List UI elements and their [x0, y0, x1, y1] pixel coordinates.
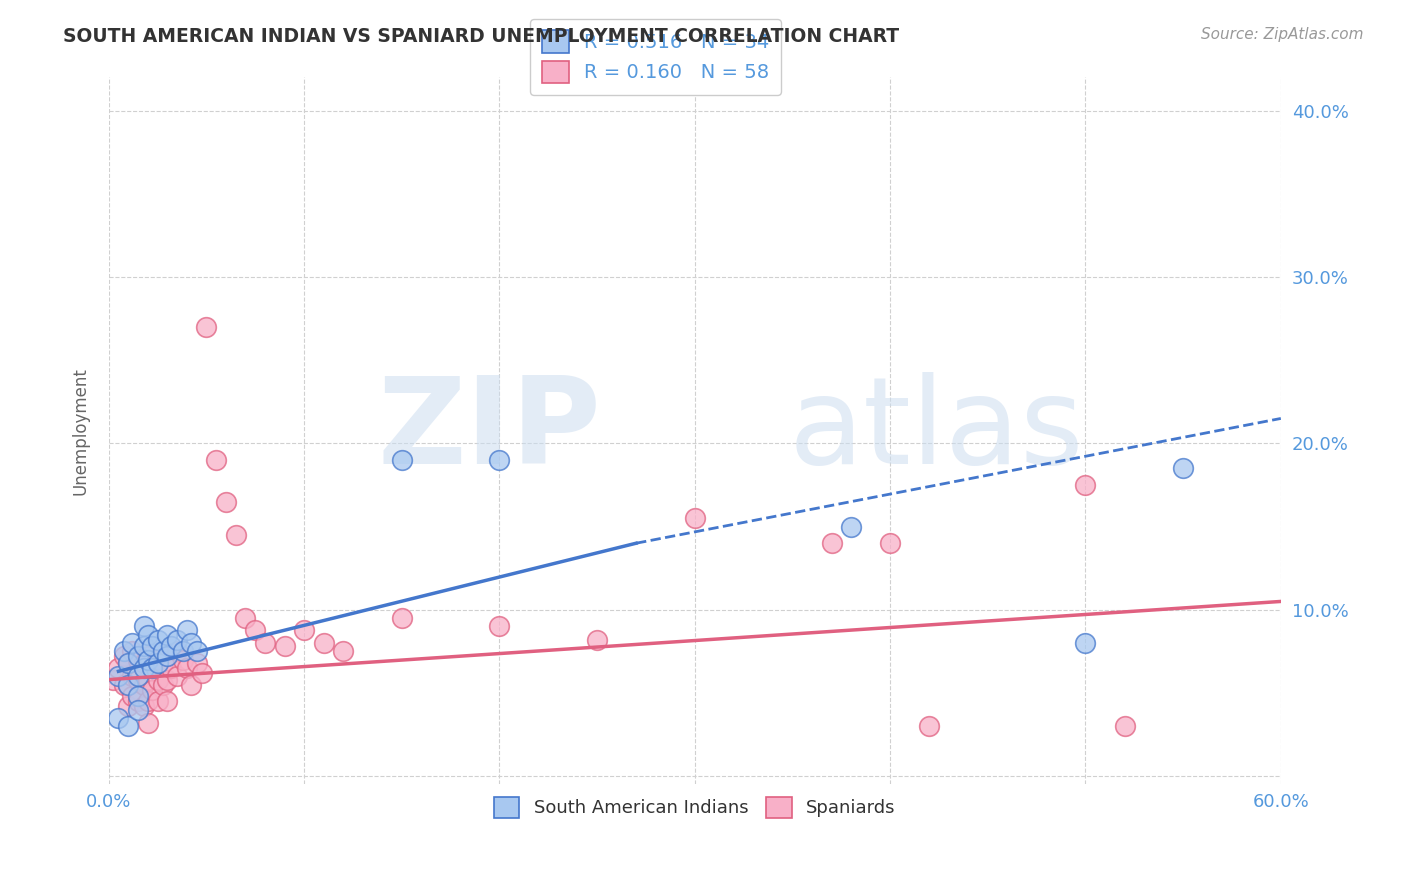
- Point: [117, 656, 139, 670]
- Point: [132, 619, 155, 633]
- Point: [1074, 478, 1097, 492]
- Point: [117, 719, 139, 733]
- Point: [166, 632, 188, 647]
- Point: [107, 711, 129, 725]
- Text: atlas: atlas: [789, 373, 1084, 490]
- Point: [136, 653, 159, 667]
- Point: [186, 644, 208, 658]
- Point: [156, 628, 179, 642]
- Point: [488, 453, 510, 467]
- Point: [152, 644, 174, 658]
- Point: [146, 632, 169, 647]
- Point: [180, 636, 202, 650]
- Point: [127, 702, 149, 716]
- Point: [146, 673, 169, 687]
- Point: [146, 694, 169, 708]
- Point: [112, 649, 135, 664]
- Point: [127, 673, 149, 687]
- Point: [127, 690, 149, 704]
- Point: [332, 644, 354, 658]
- Point: [918, 719, 941, 733]
- Point: [488, 619, 510, 633]
- Point: [235, 611, 257, 625]
- Point: [121, 690, 143, 704]
- Point: [839, 519, 862, 533]
- Point: [176, 623, 198, 637]
- Point: [586, 632, 609, 647]
- Text: SOUTH AMERICAN INDIAN VS SPANIARD UNEMPLOYMENT CORRELATION CHART: SOUTH AMERICAN INDIAN VS SPANIARD UNEMPL…: [63, 27, 900, 45]
- Point: [156, 649, 179, 664]
- Point: [121, 669, 143, 683]
- Point: [215, 494, 238, 508]
- Point: [683, 511, 706, 525]
- Point: [141, 682, 163, 697]
- Point: [136, 628, 159, 642]
- Point: [156, 673, 179, 687]
- Point: [141, 640, 163, 654]
- Point: [121, 644, 143, 658]
- Point: [132, 678, 155, 692]
- Point: [160, 661, 183, 675]
- Point: [101, 673, 124, 687]
- Point: [312, 636, 335, 650]
- Point: [152, 678, 174, 692]
- Point: [156, 649, 179, 664]
- Point: [253, 636, 276, 650]
- Point: [117, 678, 139, 692]
- Point: [136, 715, 159, 730]
- Legend: South American Indians, Spaniards: South American Indians, Spaniards: [486, 789, 903, 825]
- Point: [132, 661, 155, 675]
- Point: [117, 678, 139, 692]
- Point: [245, 623, 267, 637]
- Point: [225, 528, 247, 542]
- Point: [117, 656, 139, 670]
- Point: [176, 661, 198, 675]
- Point: [820, 536, 842, 550]
- Point: [112, 678, 135, 692]
- Point: [136, 649, 159, 664]
- Point: [195, 320, 218, 334]
- Text: ZIP: ZIP: [377, 373, 600, 490]
- Point: [191, 665, 214, 680]
- Point: [172, 644, 194, 658]
- Point: [132, 656, 155, 670]
- Point: [112, 644, 135, 658]
- Point: [273, 640, 295, 654]
- Point: [391, 611, 413, 625]
- Point: [136, 694, 159, 708]
- Point: [127, 649, 149, 664]
- Point: [152, 656, 174, 670]
- Point: [180, 678, 202, 692]
- Point: [107, 661, 129, 675]
- Point: [186, 656, 208, 670]
- Point: [156, 694, 179, 708]
- Point: [132, 640, 155, 654]
- Point: [166, 644, 188, 658]
- Point: [127, 653, 149, 667]
- Point: [1114, 719, 1136, 733]
- Point: [146, 653, 169, 667]
- Point: [205, 453, 228, 467]
- Point: [292, 623, 315, 637]
- Point: [141, 661, 163, 675]
- Point: [166, 669, 188, 683]
- Point: [117, 699, 139, 714]
- Point: [127, 669, 149, 683]
- Point: [107, 669, 129, 683]
- Point: [172, 653, 194, 667]
- Text: Source: ZipAtlas.com: Source: ZipAtlas.com: [1201, 27, 1364, 42]
- Point: [391, 453, 413, 467]
- Point: [127, 694, 149, 708]
- Point: [1173, 461, 1195, 475]
- Point: [132, 699, 155, 714]
- Point: [141, 661, 163, 675]
- Point: [136, 673, 159, 687]
- Point: [160, 640, 183, 654]
- Point: [879, 536, 901, 550]
- Point: [121, 636, 143, 650]
- Point: [146, 656, 169, 670]
- Y-axis label: Unemployment: Unemployment: [72, 367, 89, 495]
- Point: [1074, 636, 1097, 650]
